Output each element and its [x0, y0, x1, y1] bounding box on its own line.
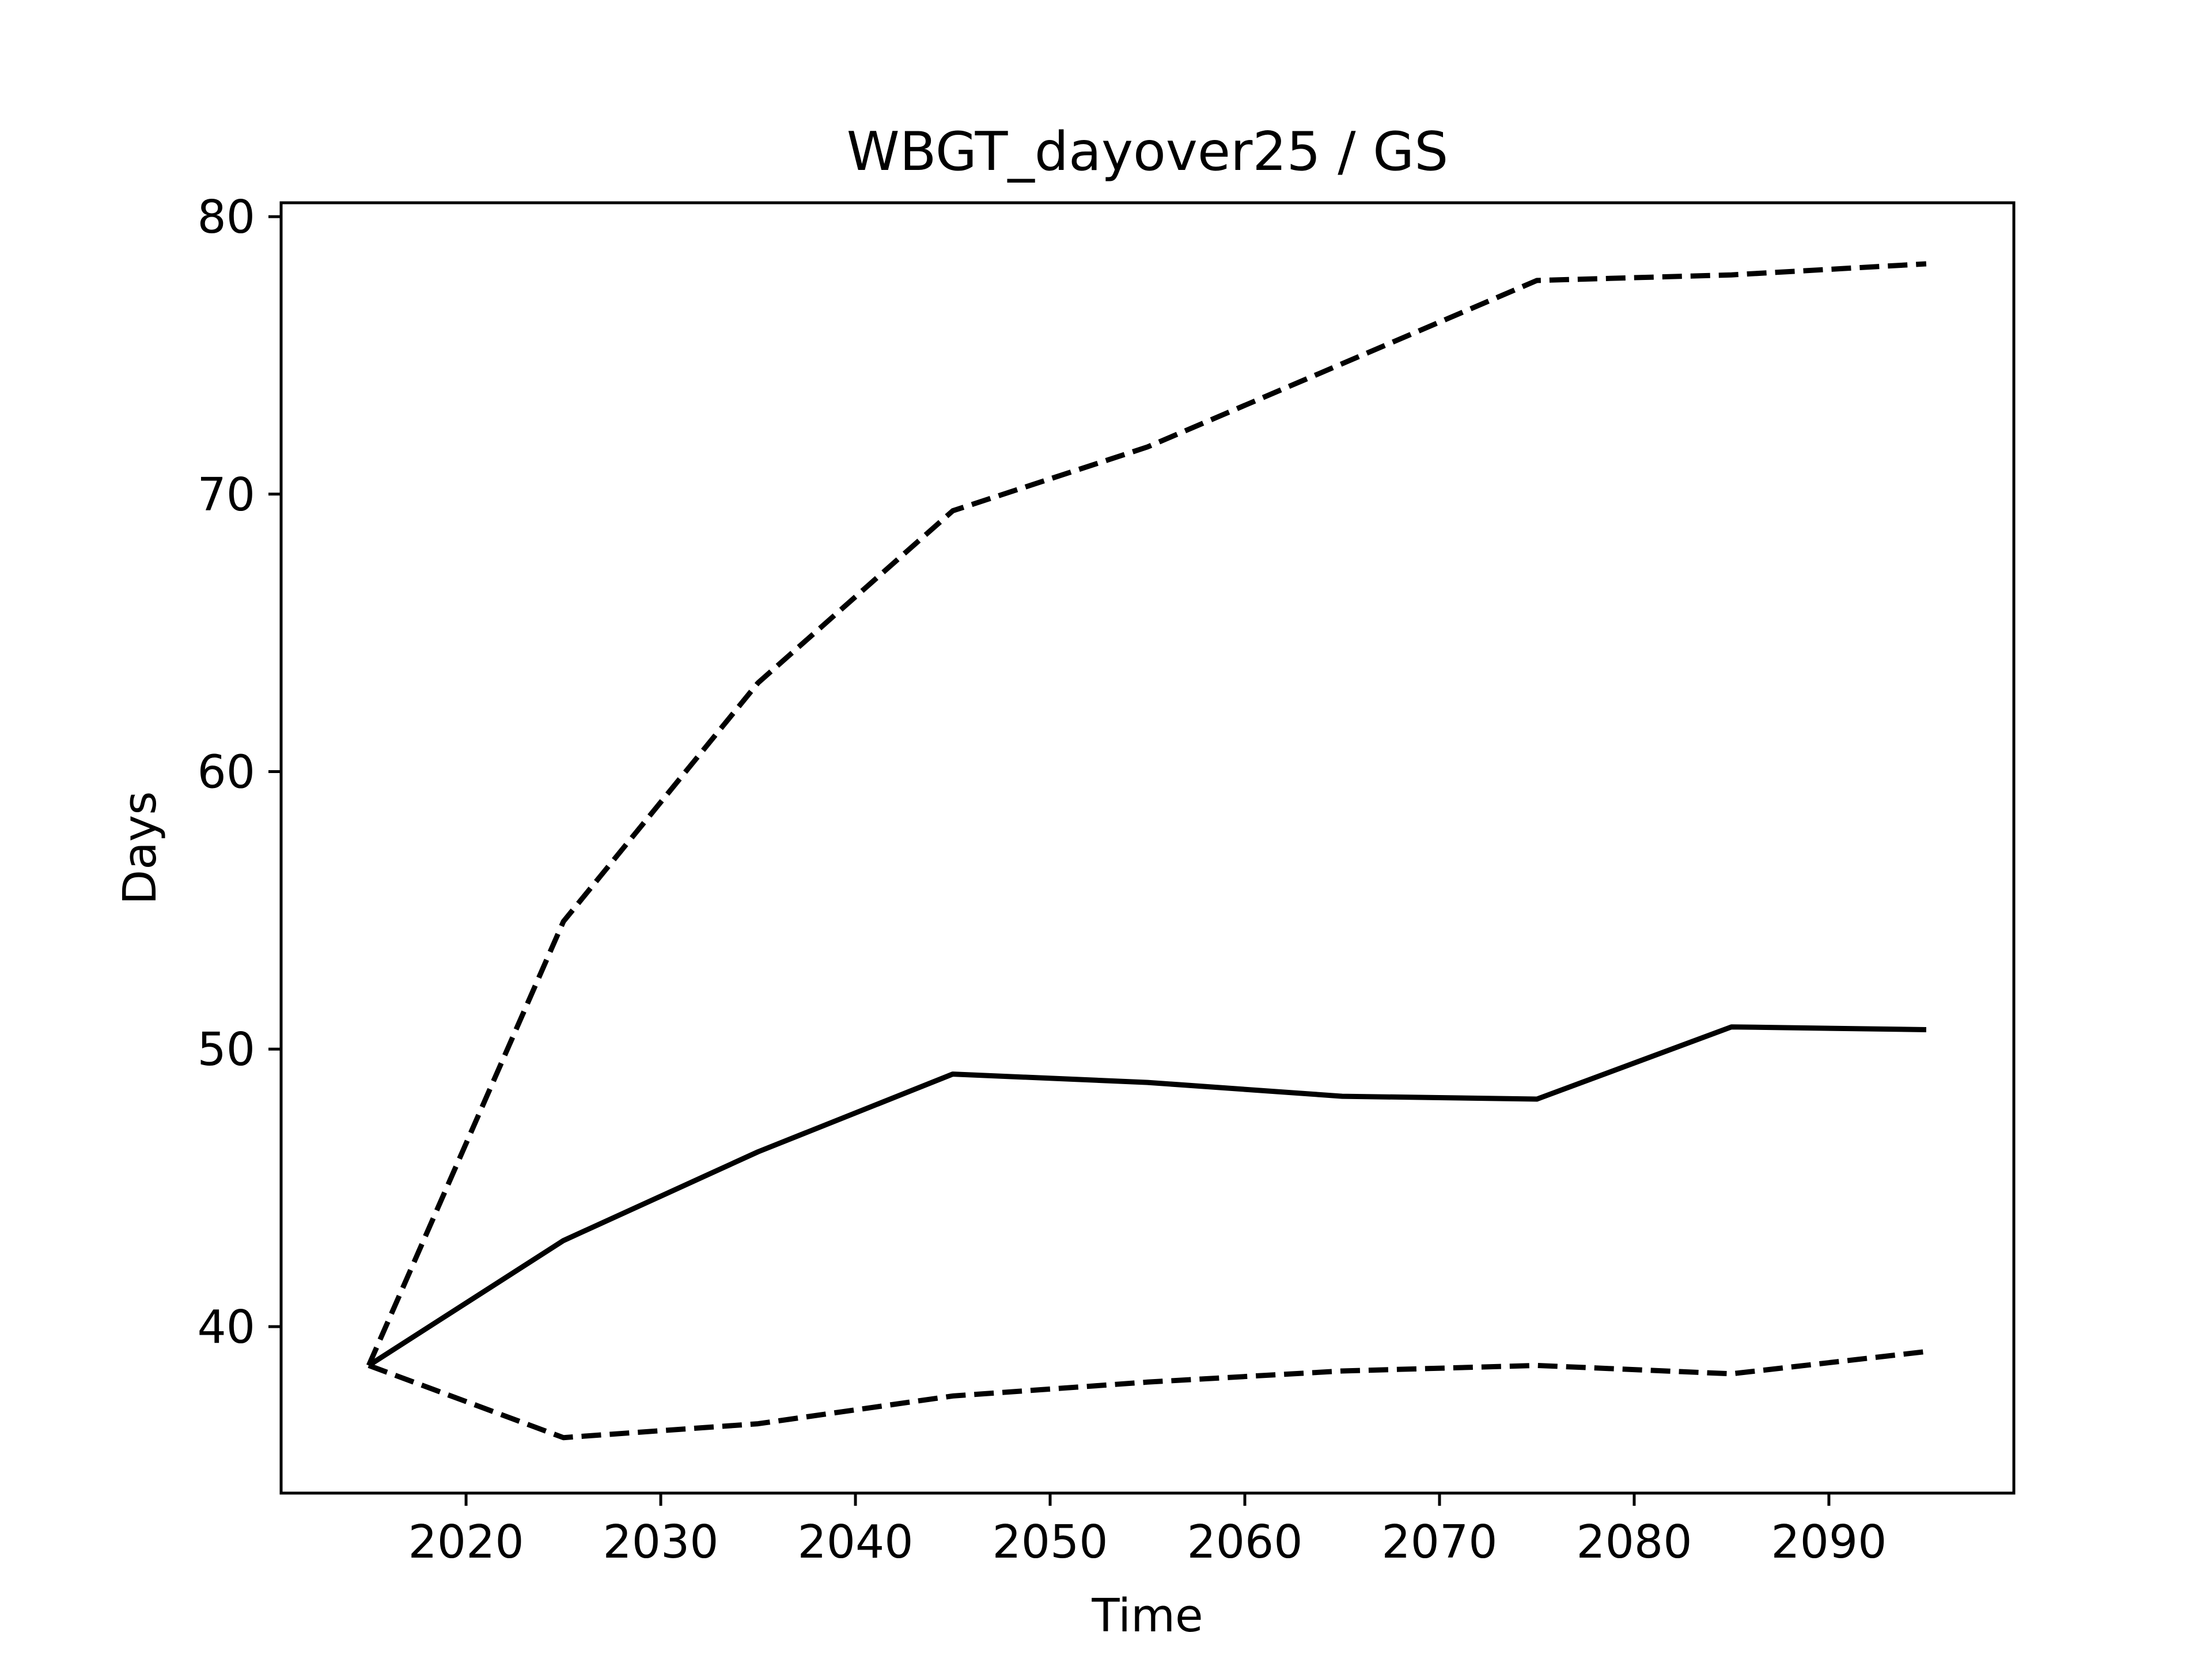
y-tick-label: 40: [197, 1301, 255, 1354]
dashed-series-line-2: [368, 1349, 1927, 1441]
x-tick-label: 2070: [1381, 1516, 1497, 1569]
x-tick-label: 2090: [1771, 1516, 1887, 1569]
x-axis: 2020 2030 2040 2050 2060 2070 2080 2090: [408, 1493, 1887, 1569]
chart-title: WBGT_dayover25 / GS: [847, 120, 1449, 183]
y-tick-label: 50: [197, 1023, 255, 1076]
y-axis-label: Days: [113, 791, 166, 904]
x-tick-label: 2020: [408, 1516, 524, 1569]
solid-series-line: [367, 1024, 1926, 1368]
x-tick-label: 2060: [1187, 1516, 1302, 1569]
x-tick-label: 2080: [1576, 1516, 1692, 1569]
y-axis: 40 50 60 70 80: [197, 191, 281, 1354]
plot-frame: [279, 201, 2016, 1495]
x-tick-label: 2030: [603, 1516, 719, 1569]
x-tick-label: 2040: [798, 1516, 914, 1569]
x-tick-label: 2050: [992, 1516, 1108, 1569]
x-axis-label: Time: [1091, 1589, 1203, 1642]
y-tick-label: 70: [197, 468, 255, 521]
series-layer: [366, 261, 1927, 1441]
y-tick-label: 80: [197, 191, 255, 244]
dashed-series-line-1: [366, 261, 1927, 1367]
y-tick-label: 60: [197, 746, 255, 799]
